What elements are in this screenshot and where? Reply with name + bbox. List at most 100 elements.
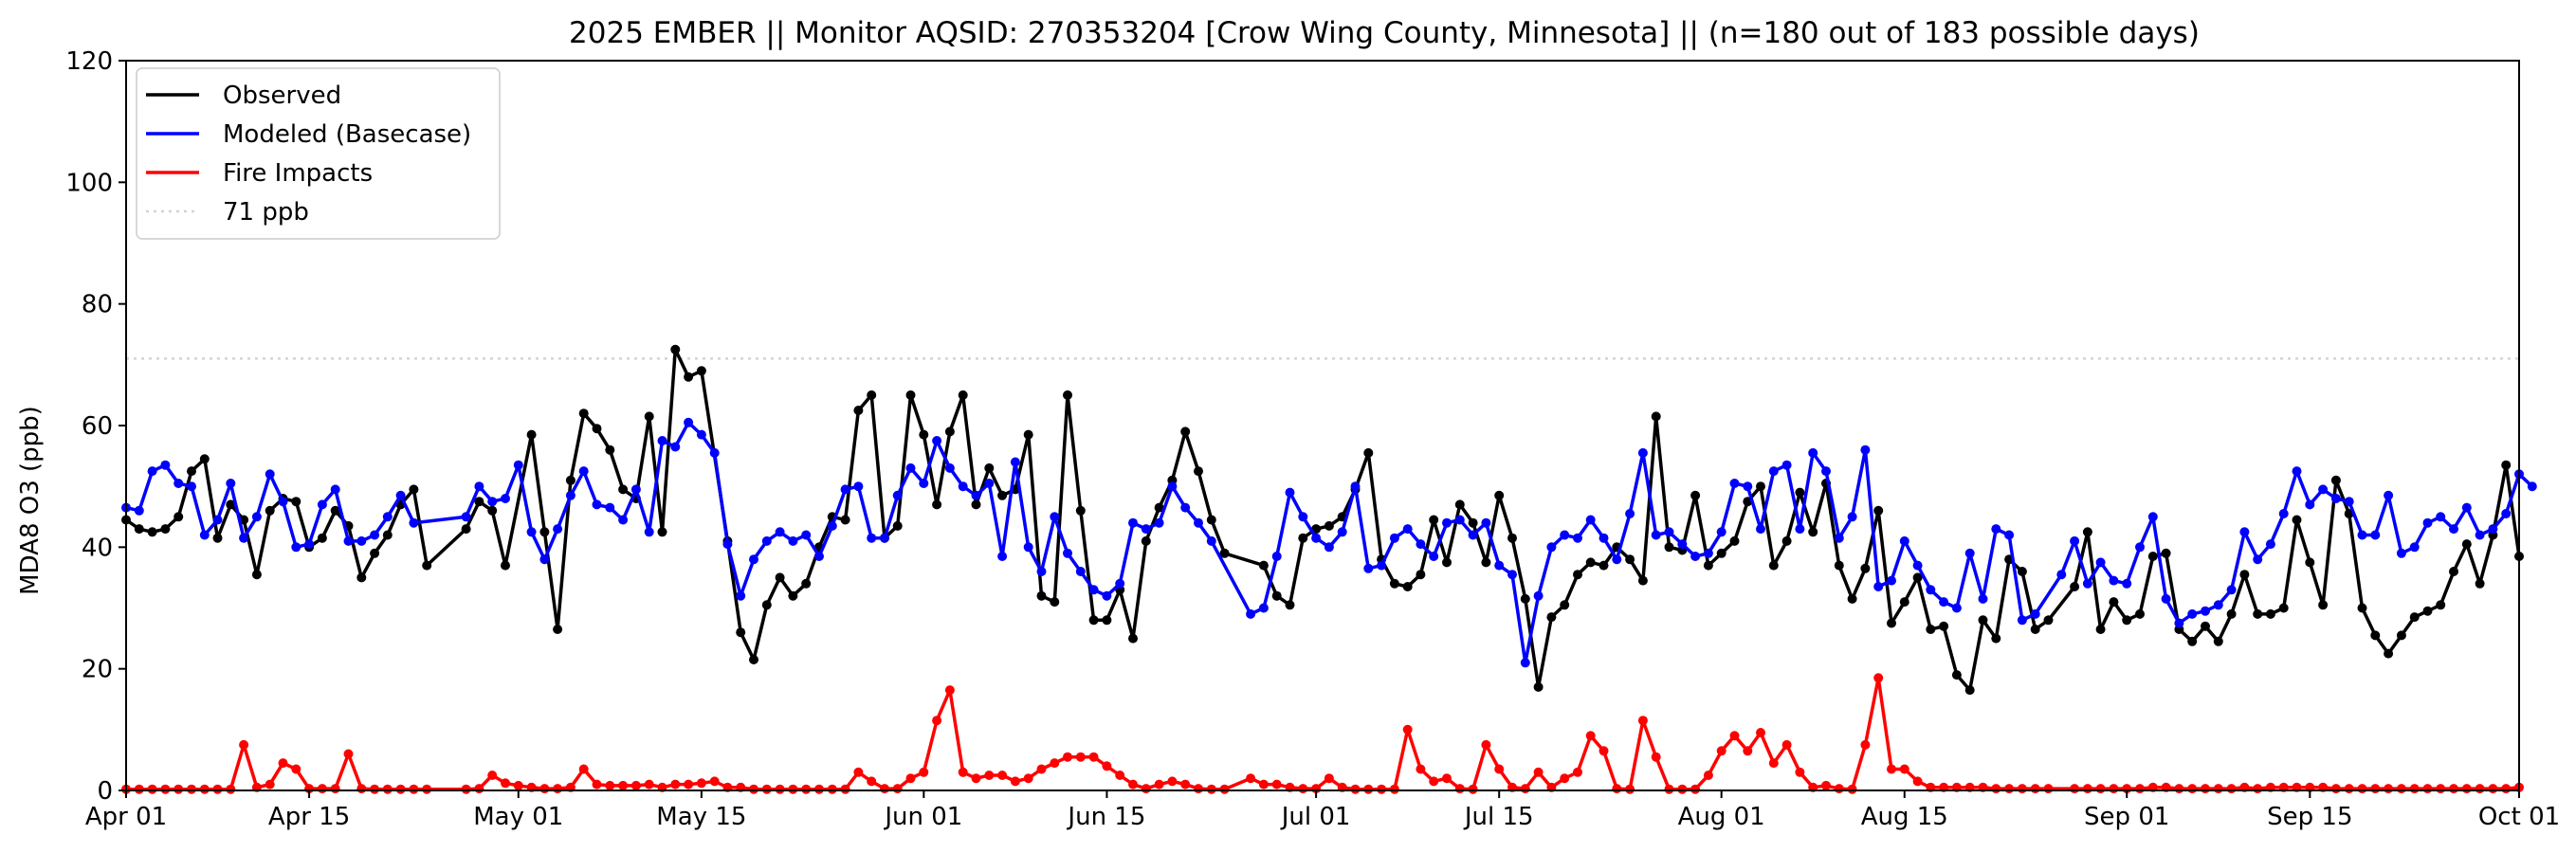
data-point-fire-impacts [1167, 776, 1178, 787]
data-point-observed [578, 408, 589, 419]
data-point-observed [1664, 542, 1674, 553]
data-point-modeled-basecase [2030, 608, 2040, 619]
data-point-modeled-basecase [2147, 512, 2158, 522]
data-point-observed [1729, 535, 1740, 546]
data-point-fire-impacts [1664, 784, 1674, 794]
data-point-modeled-basecase [2396, 548, 2406, 558]
data-point-modeled-basecase [1010, 457, 1020, 467]
data-point-observed [356, 572, 367, 583]
data-point-fire-impacts [2043, 784, 2054, 794]
data-point-observed [2095, 625, 2106, 634]
data-point-modeled-basecase [736, 590, 746, 601]
data-point-fire-impacts [2357, 784, 2367, 794]
data-point-observed [474, 497, 484, 507]
data-point-observed [2201, 621, 2210, 631]
data-point-modeled-basecase [1677, 539, 1688, 550]
data-point-fire-impacts [1194, 784, 1203, 794]
data-point-modeled-basecase [997, 552, 1008, 561]
series-layer [121, 344, 2537, 794]
data-point-modeled-basecase [684, 417, 694, 427]
data-point-fire-impacts [2030, 784, 2040, 794]
data-point-observed [147, 527, 157, 537]
data-point-observed [1206, 515, 1216, 525]
data-point-fire-impacts [2004, 784, 2015, 794]
data-point-fire-impacts [2384, 784, 2394, 794]
data-point-observed [553, 625, 563, 634]
data-point-observed [1389, 578, 1399, 589]
data-point-fire-impacts [2213, 784, 2223, 794]
data-point-modeled-basecase [1324, 542, 1334, 553]
data-point-observed [1756, 481, 1765, 492]
data-point-modeled-basecase [1468, 530, 1478, 540]
data-point-fire-impacts [2135, 784, 2145, 794]
data-point-observed [867, 390, 877, 400]
data-point-observed [761, 600, 772, 610]
data-point-observed [2461, 539, 2472, 550]
data-point-modeled-basecase [1808, 447, 1818, 458]
data-point-modeled-basecase [1664, 527, 1674, 537]
data-point-modeled-basecase [1690, 552, 1701, 561]
data-point-modeled-basecase [160, 460, 171, 470]
data-point-observed [212, 533, 223, 543]
y-axis-label: MDA8 O3 (ppb) [16, 406, 45, 595]
data-point-modeled-basecase [1612, 554, 1622, 565]
data-point-fire-impacts [1115, 771, 1125, 780]
data-point-fire-impacts [1533, 767, 1544, 777]
data-point-modeled-basecase [1429, 552, 1439, 561]
data-point-fire-impacts [1442, 773, 1452, 784]
data-point-modeled-basecase [1926, 585, 1936, 595]
data-point-observed [958, 390, 968, 400]
data-point-observed [592, 424, 602, 434]
data-point-modeled-basecase [1088, 585, 1099, 595]
data-point-observed [932, 499, 942, 510]
data-point-modeled-basecase [932, 436, 942, 445]
data-point-observed [1873, 505, 1884, 516]
data-point-fire-impacts [2422, 784, 2433, 794]
data-point-modeled-basecase [1454, 515, 1465, 525]
data-point-fire-impacts [1246, 773, 1256, 784]
data-point-modeled-basecase [2187, 608, 2198, 619]
data-point-modeled-basecase [775, 527, 785, 537]
data-point-fire-impacts [1887, 764, 1896, 774]
data-point-fire-impacts [2095, 784, 2106, 794]
data-point-fire-impacts [2187, 784, 2198, 794]
data-point-fire-impacts [1573, 767, 1582, 777]
data-point-fire-impacts [618, 780, 629, 790]
data-point-modeled-basecase [1075, 567, 1086, 576]
data-point-fire-impacts [932, 716, 942, 726]
data-point-modeled-basecase [867, 533, 877, 543]
data-point-observed [2370, 630, 2381, 641]
data-point-observed [2161, 548, 2171, 558]
data-point-modeled-basecase [2265, 539, 2275, 550]
data-point-fire-impacts [265, 779, 275, 789]
data-point-observed [905, 390, 916, 400]
data-point-observed [1141, 535, 1151, 546]
data-point-observed [2449, 567, 2458, 576]
data-point-observed [2292, 515, 2302, 525]
data-point-modeled-basecase [578, 466, 589, 477]
data-point-fire-impacts [1063, 752, 1072, 762]
data-point-modeled-basecase [2056, 570, 2067, 580]
data-point-fire-impacts [487, 771, 498, 780]
data-point-observed [801, 578, 812, 589]
data-point-observed [840, 515, 850, 525]
data-point-observed [1468, 517, 1478, 528]
data-point-fire-impacts [605, 780, 615, 790]
data-point-observed [501, 560, 510, 571]
data-point-fire-impacts [1363, 784, 1374, 794]
data-point-observed [644, 411, 654, 422]
data-point-modeled-basecase [2174, 618, 2184, 628]
data-point-modeled-basecase [1350, 481, 1361, 492]
data-point-fire-impacts [1402, 724, 1413, 735]
data-point-modeled-basecase [343, 535, 354, 546]
data-point-modeled-basecase [1847, 512, 1857, 522]
data-point-modeled-basecase [461, 512, 471, 522]
data-point-modeled-basecase [630, 484, 641, 495]
data-point-fire-impacts [1429, 776, 1439, 787]
data-point-fire-impacts [592, 779, 602, 789]
data-point-fire-impacts [630, 780, 641, 790]
data-point-fire-impacts [461, 784, 471, 794]
data-point-modeled-basecase [2436, 512, 2446, 522]
data-point-observed [1154, 502, 1164, 513]
data-point-observed [1194, 466, 1203, 477]
